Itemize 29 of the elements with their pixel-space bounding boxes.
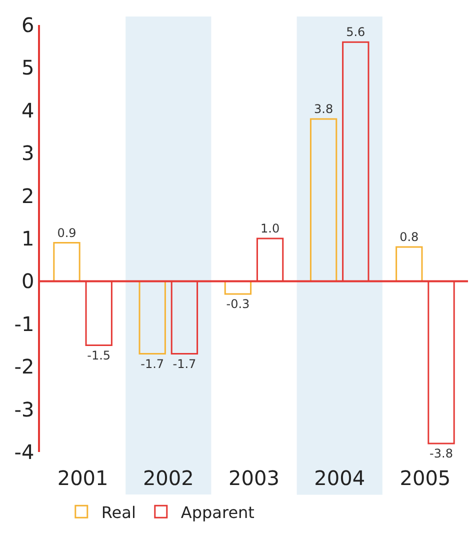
y-tick-label: 4 [22, 98, 34, 122]
legend-label: Real [101, 502, 136, 522]
data-label: 0.8 [400, 230, 419, 244]
data-label: 3.8 [314, 102, 334, 116]
y-tick-label: 1 [22, 226, 34, 250]
data-label: 1.0 [260, 222, 280, 236]
y-tick-label: -2 [14, 354, 34, 379]
y-tick-label: 5 [22, 56, 34, 80]
data-label: -1.7 [140, 356, 164, 371]
x-tick-label: 2001 [57, 466, 108, 490]
y-tick-label: -4 [14, 440, 34, 464]
x-tick-label: 2004 [314, 466, 366, 490]
data-label: -1.7 [172, 356, 196, 371]
legend-label: Apparent [180, 502, 254, 522]
data-label: -0.3 [226, 297, 250, 312]
y-tick-label: 0 [22, 269, 34, 294]
data-label: 5.6 [346, 25, 366, 40]
x-tick-label: 2002 [142, 466, 194, 490]
bar [310, 118, 338, 282]
x-tick-label: 2003 [228, 466, 280, 490]
y-tick-label: 6 [22, 13, 34, 37]
y-tick-label: -1 [14, 312, 34, 336]
data-label: -1.5 [87, 348, 111, 362]
data-label: -3.8 [430, 446, 453, 460]
y-tick-label: 2 [22, 184, 34, 208]
y-tick-label: 3 [22, 141, 34, 166]
x-tick-label: 2005 [400, 466, 451, 490]
data-label: 0.9 [57, 226, 76, 240]
y-tick-label: -3 [14, 397, 34, 422]
